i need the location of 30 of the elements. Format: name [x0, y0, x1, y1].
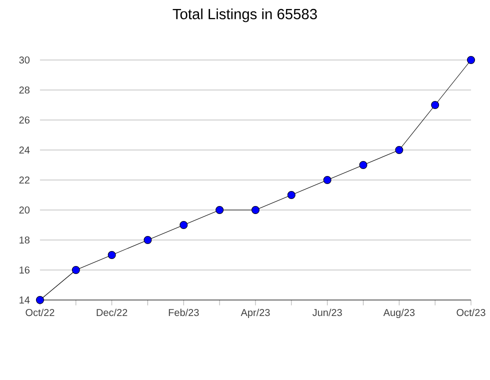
- x-tick-label: Feb/23: [168, 308, 199, 316]
- point: [359, 160, 368, 170]
- x-tick-label: Apr/23: [240, 308, 270, 318]
- point: [216, 206, 224, 214]
- y-tick-label: 28: [19, 86, 30, 94]
- point: [323, 176, 332, 184]
- x-tick-label: Aug/23: [383, 308, 415, 318]
- x-tick-label: Dec/22: [96, 308, 128, 316]
- y-tick-label: 30: [19, 56, 30, 64]
- point: [36, 296, 44, 304]
- y-tick-label: 22: [19, 176, 30, 184]
- y-tick-label: 16: [20, 266, 30, 274]
- y-tick-label: 20: [19, 206, 30, 214]
- point: [466, 56, 475, 64]
- y-tick-label: 14: [20, 296, 30, 304]
- point: [251, 206, 260, 214]
- point: [144, 236, 152, 244]
- x-tick-label: Jun/23: [312, 308, 342, 316]
- chart-title: Total Listings in 65583: [172, 8, 317, 22]
- point: [180, 220, 188, 230]
- x-tick-label: Oct/23: [456, 308, 486, 316]
- point: [287, 191, 296, 200]
- point: [108, 251, 116, 260]
- point: [395, 146, 404, 154]
- y-tick-label: 18: [20, 236, 30, 244]
- y-tick-label: 26: [19, 116, 30, 124]
- point: [72, 266, 80, 274]
- point: [431, 100, 440, 110]
- x-tick-label: Oct/22: [26, 308, 54, 316]
- y-tick-label: 24: [19, 146, 30, 154]
